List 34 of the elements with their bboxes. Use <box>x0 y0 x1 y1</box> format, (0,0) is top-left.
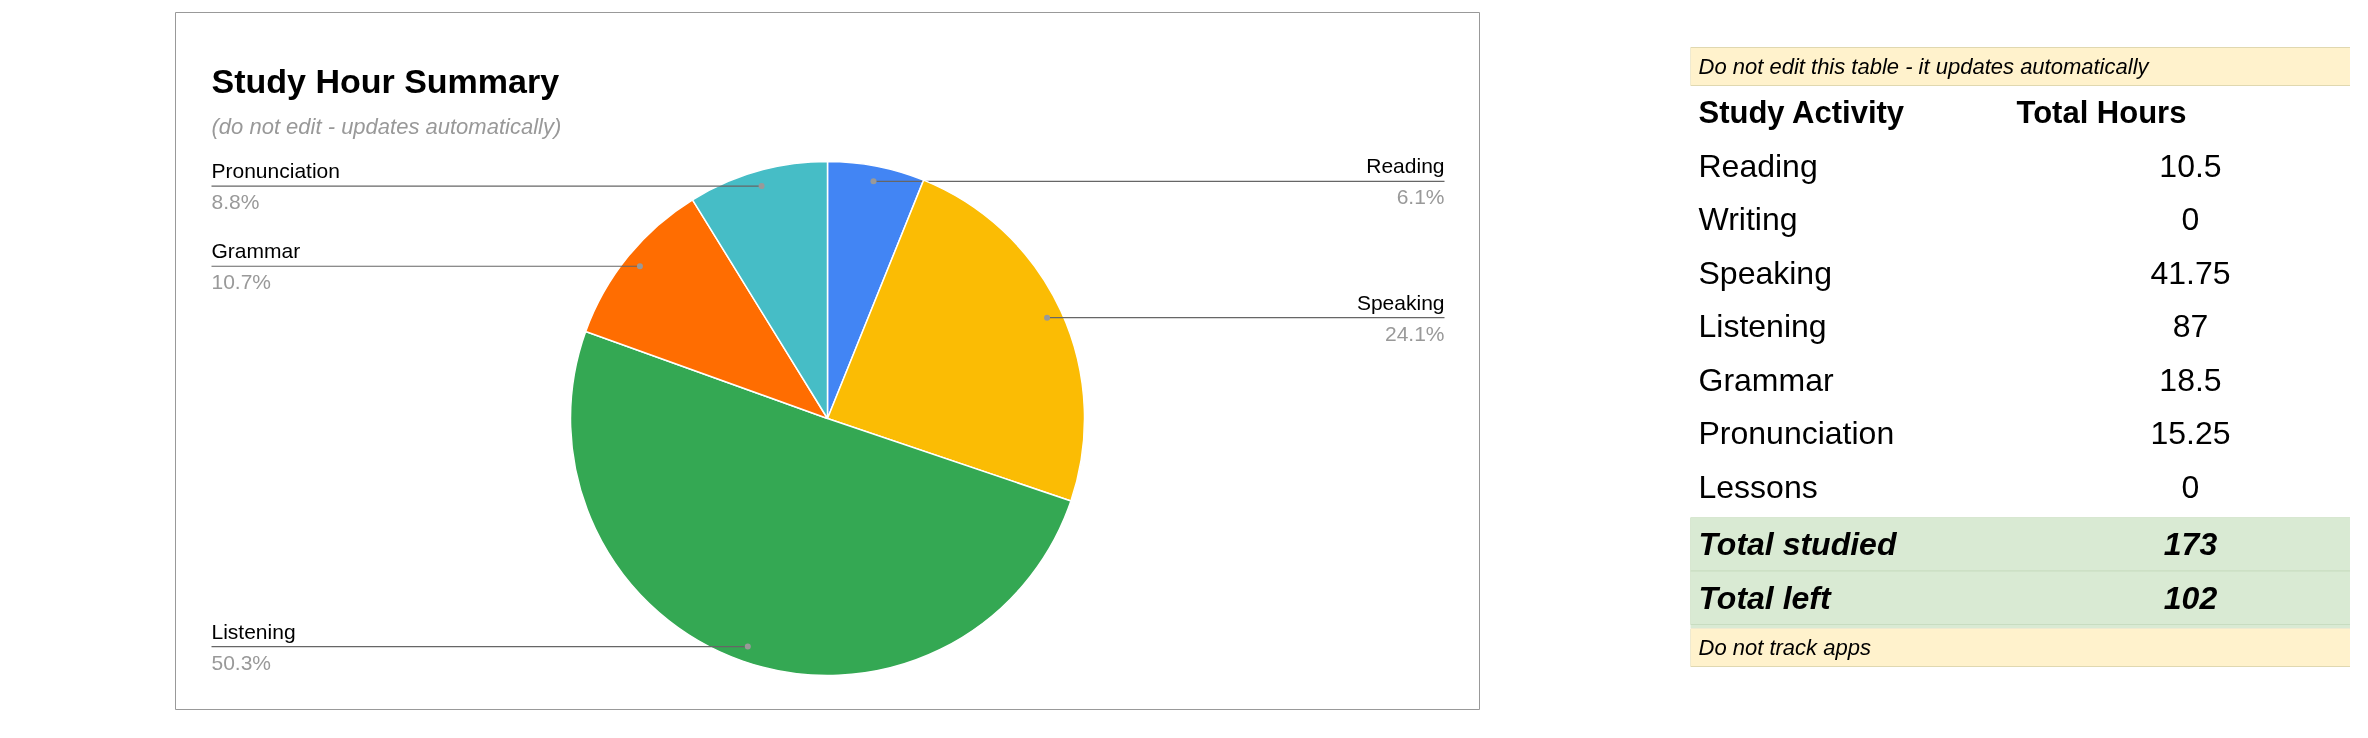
slice-label: Reading <box>1366 154 1445 178</box>
data-label: 10.5 <box>2159 147 2222 184</box>
text: Do not edit this table - it updates automatically <box>1698 54 2151 79</box>
data-label: 15.25 <box>2150 415 2231 452</box>
chart-title: Study Hour Summary <box>211 61 560 100</box>
category-label: Listening <box>1698 308 1827 345</box>
data-label: 24.1% <box>1384 321 1445 345</box>
slice-label: Grammar <box>211 239 301 263</box>
category-label: Reading <box>1698 147 1818 184</box>
category-label: Grammar <box>1698 361 1834 398</box>
data-label: 173 <box>2163 526 2218 563</box>
category-label: Lessons <box>1698 468 1818 505</box>
category-label: Total studied <box>1698 526 1898 563</box>
text: Study Activity <box>1698 94 1905 130</box>
slice-label: Listening <box>211 619 296 643</box>
data-label: 0 <box>2181 201 2200 238</box>
data-label: 8.8% <box>211 190 260 214</box>
data-label: 18.5 <box>2159 361 2222 398</box>
data-label: 50.3% <box>211 650 272 674</box>
data-label: 102 <box>2163 579 2218 616</box>
data-label: 6.1% <box>1396 185 1445 209</box>
data-label: 87 <box>2172 308 2209 345</box>
category-label: Speaking <box>1698 254 1832 291</box>
category-label: Total left <box>1698 579 1832 616</box>
data-label: 41.75 <box>2150 254 2231 291</box>
text: Do not track apps <box>1698 635 1871 660</box>
data-label: 0 <box>2181 468 2200 505</box>
data-label: 10.7% <box>211 270 272 294</box>
chart-subtitle: (do not edit - updates automatically) <box>211 114 562 139</box>
category-label: Pronunciation <box>1698 415 1895 452</box>
text: Total Hours <box>2016 94 2187 130</box>
category-label: Writing <box>1698 201 1798 238</box>
slice-label: Speaking <box>1356 290 1445 314</box>
slice-label: Pronunciation <box>211 159 340 183</box>
